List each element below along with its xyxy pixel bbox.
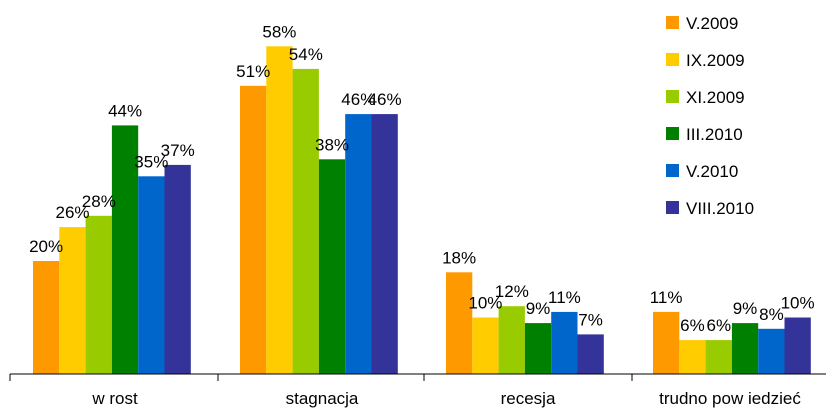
bar-3-6 <box>577 334 604 374</box>
bar-4-3 <box>705 340 732 374</box>
data-label: 54% <box>289 45 323 64</box>
data-label: 12% <box>495 282 529 301</box>
data-label: 11% <box>548 288 581 307</box>
data-label: 10% <box>468 294 502 313</box>
bar-1-6 <box>164 164 191 374</box>
data-label: 46% <box>341 90 375 109</box>
legend-swatch <box>666 201 679 214</box>
data-label: 9% <box>526 299 551 318</box>
bar-4-1 <box>653 311 680 375</box>
bar-3-4 <box>524 323 552 374</box>
category-label: trudno pow iedzieć <box>659 389 801 408</box>
bar-3-3 <box>498 306 525 374</box>
legend-swatch <box>666 16 679 29</box>
data-label: 28% <box>82 192 116 211</box>
data-label: 10% <box>781 294 815 313</box>
legend-label: VIII.2010 <box>686 199 754 218</box>
data-label: 9% <box>733 299 758 318</box>
legend-label: III.2010 <box>686 125 743 144</box>
bar-2-1 <box>240 85 267 375</box>
bar-4-2 <box>679 340 706 374</box>
data-label: 8% <box>759 305 784 324</box>
bar-1-1 <box>33 261 60 374</box>
bar-1-2 <box>59 227 86 374</box>
data-label: 11% <box>650 288 683 307</box>
legend-label: V.2009 <box>686 14 738 33</box>
bar-2-2 <box>266 46 293 375</box>
bar-4-6 <box>784 317 811 374</box>
legend-label: XI.2009 <box>686 88 745 107</box>
data-label: 6% <box>680 316 705 335</box>
bar-4-4 <box>731 323 759 374</box>
bar-1-4 <box>111 125 139 375</box>
bar-4-5 <box>758 328 785 374</box>
legend-swatch <box>666 164 679 177</box>
legend-swatch <box>666 53 679 66</box>
data-label: 51% <box>236 62 270 81</box>
bar-2-4 <box>318 159 346 374</box>
bars-group <box>33 46 811 375</box>
data-label: 18% <box>442 248 476 267</box>
data-label: 6% <box>707 316 732 335</box>
bar-2-5 <box>345 114 372 374</box>
bar-2-3 <box>292 68 319 375</box>
category-labels: w rost stagnacja recesja trudno pow iedzieć <box>91 389 801 408</box>
data-label: 7% <box>578 310 603 329</box>
legend-swatch <box>666 127 679 140</box>
category-label: w rost <box>91 389 138 408</box>
bar-1-3 <box>85 215 112 374</box>
category-label: stagnacja <box>286 389 359 408</box>
data-label: 26% <box>55 203 89 222</box>
data-label: 44% <box>108 101 142 120</box>
data-label: 20% <box>29 237 63 256</box>
data-labels-group: 20% 51% 18% 11% 26% 58% 10% 6% 28% 54% 12% 6% 44% 38%… <box>29 22 815 335</box>
data-label: 58% <box>262 22 296 41</box>
bar-3-5 <box>551 311 578 375</box>
bar-1-5 <box>138 176 165 375</box>
category-label: recesja <box>501 389 556 408</box>
x-axis <box>9 373 826 381</box>
data-label: 35% <box>134 152 168 171</box>
legend-label: V.2010 <box>686 162 738 181</box>
legend-label: IX.2009 <box>686 51 745 70</box>
data-label: 38% <box>315 135 349 154</box>
data-label: 46% <box>368 90 402 109</box>
bar-2-6 <box>371 114 398 374</box>
bar-3-2 <box>472 317 499 374</box>
data-label: 37% <box>161 141 195 160</box>
legend-swatch <box>666 90 679 103</box>
bar-3-1 <box>446 272 473 374</box>
legend: V.2009 IX.2009 XI.2009 III.2010 V.2010 VIII.2… <box>666 14 754 218</box>
